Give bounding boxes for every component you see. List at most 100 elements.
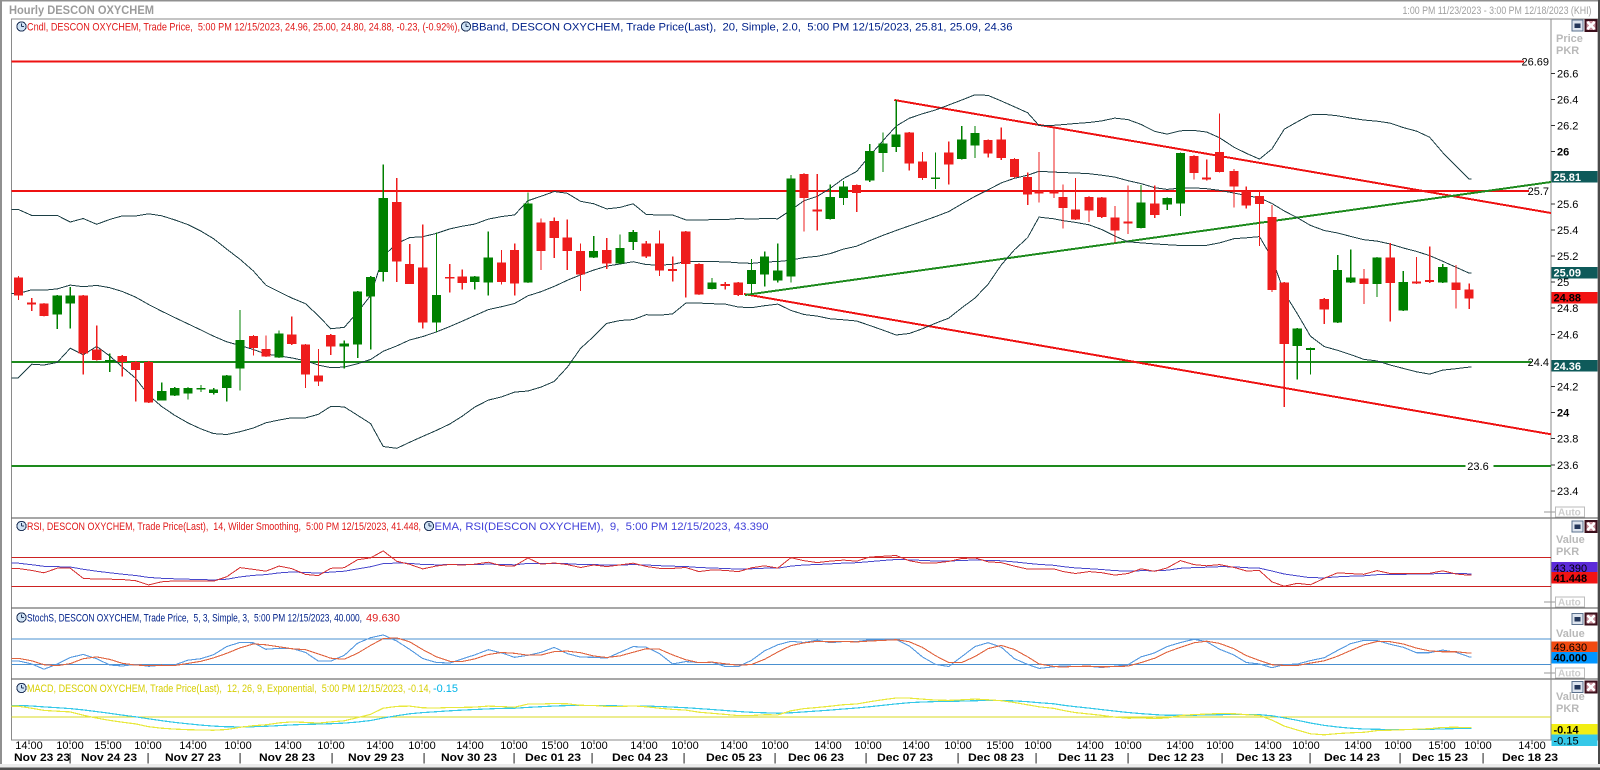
svg-text:25: 25 <box>1557 277 1569 289</box>
svg-text:14:00: 14:00 <box>720 740 748 752</box>
svg-text:|: | <box>957 752 960 764</box>
svg-text:14:00: 14:00 <box>456 740 484 752</box>
svg-text:10:00: 10:00 <box>854 740 882 752</box>
svg-text:PKR: PKR <box>1556 546 1579 558</box>
svg-text:26.4: 26.4 <box>1557 94 1578 106</box>
svg-text:15:00: 15:00 <box>1428 740 1456 752</box>
svg-text:14:00: 14:00 <box>274 740 302 752</box>
svg-text:10:00: 10:00 <box>317 740 345 752</box>
svg-text:26.69: 26.69 <box>1521 57 1549 69</box>
svg-text:14:00: 14:00 <box>1344 740 1372 752</box>
svg-text:Dec 13 23: Dec 13 23 <box>1236 752 1292 764</box>
svg-text:10:00: 10:00 <box>224 740 252 752</box>
svg-text:|: | <box>1309 752 1312 764</box>
svg-text:49.630: 49.630 <box>366 613 400 625</box>
svg-text:10:00: 10:00 <box>134 740 162 752</box>
svg-text:RSI, DESCON OXYCHEM, Trade Pri: RSI, DESCON OXYCHEM, Trade Price(Last), … <box>27 521 421 533</box>
svg-text:25.2: 25.2 <box>1557 251 1578 263</box>
svg-text:|: | <box>1221 752 1224 764</box>
svg-text:14:00: 14:00 <box>630 740 658 752</box>
svg-text:Nov 27 23: Nov 27 23 <box>165 752 221 764</box>
svg-text:|: | <box>865 752 868 764</box>
svg-text:-0.15: -0.15 <box>1554 735 1579 747</box>
svg-text:|: | <box>331 752 334 764</box>
svg-text:Value: Value <box>1556 534 1585 546</box>
svg-text:25.4: 25.4 <box>1557 225 1578 237</box>
svg-text:24.4: 24.4 <box>1528 357 1549 369</box>
svg-text:23.8: 23.8 <box>1557 434 1578 446</box>
svg-text:10:00: 10:00 <box>408 740 436 752</box>
svg-text:StochS, DESCON OXYCHEM, Trade: StochS, DESCON OXYCHEM, Trade Price, 5, … <box>27 613 362 625</box>
svg-text:Dec 01 23: Dec 01 23 <box>525 752 581 764</box>
svg-text:10:00: 10:00 <box>1292 740 1320 752</box>
svg-text:Value: Value <box>1556 691 1585 703</box>
svg-text:|: | <box>774 752 777 764</box>
svg-text:Auto: Auto <box>1558 508 1581 519</box>
svg-text:|: | <box>147 752 150 764</box>
svg-text:BBand, DESCON OXYCHEM, Trade P: BBand, DESCON OXYCHEM, Trade Price(Last)… <box>472 22 1013 34</box>
svg-text:Dec 11 23: Dec 11 23 <box>1058 752 1114 764</box>
svg-text:14:00: 14:00 <box>902 740 930 752</box>
svg-text:|: | <box>69 752 72 764</box>
svg-text:10:00: 10:00 <box>671 740 699 752</box>
svg-text:-0.15: -0.15 <box>433 683 458 695</box>
svg-text:10:00: 10:00 <box>1384 740 1412 752</box>
svg-text:14:00: 14:00 <box>1518 740 1546 752</box>
svg-text:10:00: 10:00 <box>1114 740 1142 752</box>
svg-text:1:00 PM 11/23/2023 - 3:00 PM 1: 1:00 PM 11/23/2023 - 3:00 PM 12/18/2023 … <box>1403 5 1592 17</box>
svg-text:Hourly DESCON OXYCHEM: Hourly DESCON OXYCHEM <box>9 5 154 17</box>
svg-text:14:00: 14:00 <box>1076 740 1104 752</box>
svg-text:|: | <box>239 752 242 764</box>
svg-text:40.000: 40.000 <box>1554 653 1588 665</box>
svg-text:24: 24 <box>1557 408 1570 420</box>
svg-text:EMA, RSI(DESCON OXYCHEM), 9,: EMA, RSI(DESCON OXYCHEM), 9, 5:00 PM 12/… <box>435 521 769 533</box>
svg-text:49.630: 49.630 <box>1554 642 1588 654</box>
svg-text:14:00: 14:00 <box>814 740 842 752</box>
svg-text:24.8: 24.8 <box>1557 303 1578 315</box>
svg-text:Dec 15 23: Dec 15 23 <box>1412 752 1468 764</box>
svg-text:|: | <box>1399 752 1402 764</box>
svg-text:25.09: 25.09 <box>1554 268 1582 280</box>
svg-text:15:00: 15:00 <box>94 740 122 752</box>
svg-text:10:00: 10:00 <box>56 740 84 752</box>
svg-text:26: 26 <box>1557 147 1569 159</box>
svg-text:|: | <box>1127 752 1130 764</box>
svg-text:|: | <box>591 752 594 764</box>
svg-text:25.81: 25.81 <box>1554 172 1582 184</box>
svg-text:14:00: 14:00 <box>15 740 43 752</box>
svg-text:23.6: 23.6 <box>1557 460 1578 472</box>
svg-text:PKR: PKR <box>1556 45 1579 57</box>
svg-text:15:00: 15:00 <box>541 740 569 752</box>
svg-text:Auto: Auto <box>1558 598 1581 609</box>
svg-text:|: | <box>683 752 686 764</box>
svg-text:10:00: 10:00 <box>944 740 972 752</box>
svg-text:41.448: 41.448 <box>1554 573 1588 585</box>
svg-text:10:00: 10:00 <box>580 740 608 752</box>
svg-text:24.2: 24.2 <box>1557 382 1578 394</box>
svg-text:Dec 14 23: Dec 14 23 <box>1324 752 1380 764</box>
svg-text:10:00: 10:00 <box>761 740 789 752</box>
svg-text:Nov 24 23: Nov 24 23 <box>81 752 137 764</box>
svg-text:Dec 12 23: Dec 12 23 <box>1148 752 1204 764</box>
svg-text:10:00: 10:00 <box>1206 740 1234 752</box>
svg-text:25.7: 25.7 <box>1528 186 1549 198</box>
svg-text:|: | <box>513 752 516 764</box>
svg-text:24.6: 24.6 <box>1557 329 1578 341</box>
svg-text:Cndl, DESCON OXYCHEM, Trade Pr: Cndl, DESCON OXYCHEM, Trade Price, 5:00 … <box>27 22 460 34</box>
svg-text:PKR: PKR <box>1556 703 1579 715</box>
svg-text:|: | <box>1482 752 1485 764</box>
svg-text:Dec 06 23: Dec 06 23 <box>788 752 844 764</box>
svg-text:Dec 08 23: Dec 08 23 <box>968 752 1024 764</box>
svg-text:25.6: 25.6 <box>1557 199 1578 211</box>
svg-text:Dec 07 23: Dec 07 23 <box>877 752 933 764</box>
svg-text:10:00: 10:00 <box>1464 740 1492 752</box>
svg-text:26.6: 26.6 <box>1557 68 1578 80</box>
svg-text:|: | <box>1035 752 1038 764</box>
svg-text:Nov 29 23: Nov 29 23 <box>348 752 404 764</box>
svg-text:24.88: 24.88 <box>1554 293 1582 305</box>
svg-text:Auto: Auto <box>1558 669 1581 680</box>
svg-text:26.2: 26.2 <box>1557 121 1578 133</box>
svg-text:MACD, DESCON OXYCHEM, Trade Pr: MACD, DESCON OXYCHEM, Trade Price(Last),… <box>27 683 431 695</box>
svg-text:Dec 18 23: Dec 18 23 <box>1502 752 1558 764</box>
svg-text:Nov 30 23: Nov 30 23 <box>441 752 497 764</box>
